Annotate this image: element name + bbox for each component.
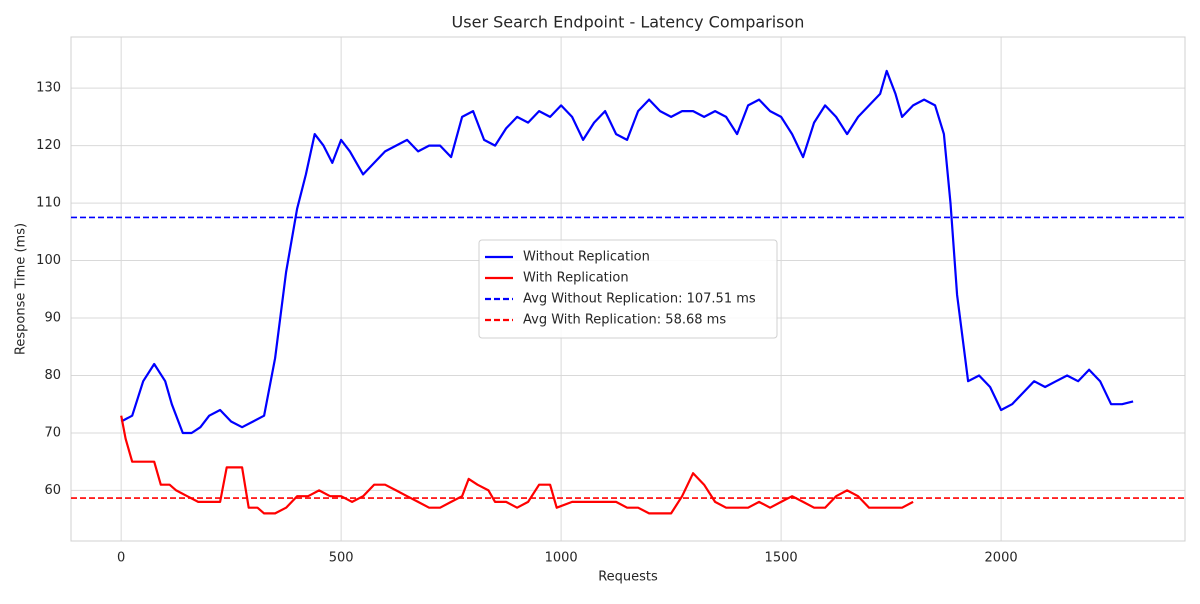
x-tick-label: 500: [329, 551, 354, 566]
x-axis-label: Requests: [598, 570, 658, 585]
x-tick-label: 2000: [985, 551, 1018, 566]
series-line: [120, 69, 1134, 435]
x-tick-label: 1500: [765, 551, 798, 566]
y-axis-label: Response Time (ms): [14, 223, 29, 355]
y-tick-label: 60: [44, 483, 61, 498]
y-tick-label: 70: [44, 425, 61, 440]
legend-label: Avg With Replication: 58.68 ms: [523, 313, 726, 328]
legend-label: Without Replication: [523, 250, 650, 265]
chart-title: User Search Endpoint - Latency Compariso…: [452, 13, 805, 32]
legend: Without Replication With Replication Avg W…: [478, 239, 778, 339]
series-line: [120, 415, 914, 515]
y-tick-label: 130: [36, 81, 61, 96]
legend-label: Avg Without Replication: 107.51 ms: [523, 292, 756, 307]
y-tick-label: 100: [36, 253, 61, 268]
legend-box: [478, 239, 778, 339]
x-tick-label: 1000: [545, 551, 578, 566]
plot-frame: [70, 36, 1186, 542]
y-tick-label: 120: [36, 138, 61, 153]
legend-label: With Replication: [523, 271, 629, 286]
y-tick-label: 90: [44, 311, 61, 326]
y-tick-label: 80: [44, 368, 61, 383]
y-tick-label: 110: [36, 196, 61, 211]
x-tick-label: 0: [117, 551, 125, 566]
